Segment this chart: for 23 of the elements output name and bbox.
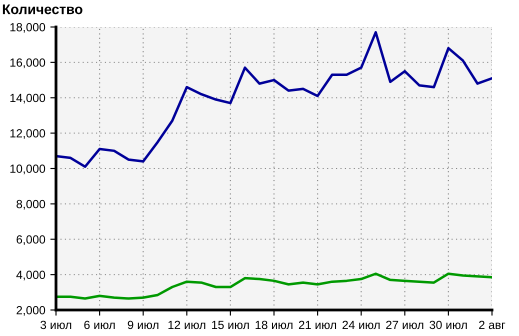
line-series xyxy=(56,31,492,168)
chart-title: Количество xyxy=(2,4,82,14)
x-tick-label: 9 июл xyxy=(128,320,158,330)
x-tick-label: 3 июл xyxy=(40,320,72,330)
y-tick-label: 8,000 xyxy=(16,200,46,210)
y-tick-label: 18,000 xyxy=(10,23,46,33)
x-tick-label: 27 июл xyxy=(386,320,424,330)
y-tick-label: 12,000 xyxy=(10,129,46,139)
x-tick-label: 18 июл xyxy=(256,320,292,330)
y-tick-label: 6,000 xyxy=(16,235,46,246)
x-tick-label: 24 июл xyxy=(342,320,380,330)
x-tick-label: 6 июл xyxy=(84,320,115,330)
y-tick-label: 4,000 xyxy=(16,270,46,280)
x-tick-label: 30 июл xyxy=(430,320,467,330)
y-tick-label: 14,000 xyxy=(10,94,46,104)
y-tick-label: 10,000 xyxy=(10,164,46,174)
y-tick-label: 2,000 xyxy=(16,306,46,316)
y-tick-label: 16,000 xyxy=(10,58,46,68)
line-series xyxy=(56,272,492,300)
x-tick-label: 21 июл xyxy=(298,320,336,330)
x-tick-label: 15 июл xyxy=(212,320,249,330)
x-tick-label: 12 июл xyxy=(168,320,206,330)
x-tick-label: 2 авг xyxy=(479,320,506,330)
